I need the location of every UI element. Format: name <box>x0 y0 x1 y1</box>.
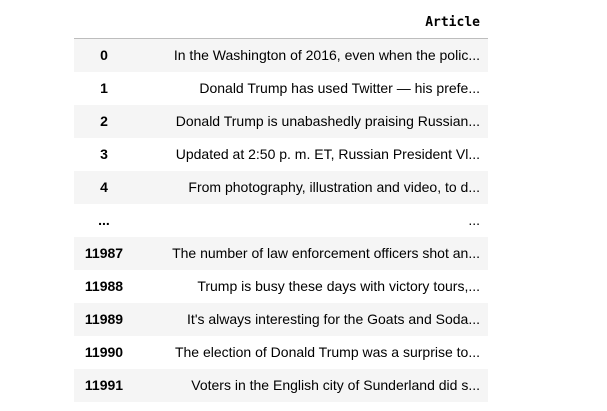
table-row: 11990 The election of Donald Trump was a… <box>74 335 488 369</box>
article-cell: Donald Trump has used Twitter — his pref… <box>199 80 480 96</box>
article-cell: In the Washington of 2016, even when the… <box>173 47 480 64</box>
article-cell: The election of Donald Trump was a surpr… <box>174 344 480 360</box>
row-index: 11990 <box>84 344 124 360</box>
table-row: 11988 Trump is busy these days with vict… <box>74 269 488 303</box>
index-header-corner <box>74 6 134 39</box>
ellipsis-row: ... ... <box>74 203 488 237</box>
article-cell: Updated at 2:50 p. m. ET, Russian Presid… <box>175 146 480 162</box>
article-cell: From photography, illustration and video… <box>188 179 480 195</box>
row-index: 2 <box>100 113 108 129</box>
article-cell: Trump is busy these days with victory to… <box>197 278 480 294</box>
article-cell: Donald Trump is unabashedly praising Rus… <box>175 113 480 129</box>
row-index: 3 <box>100 146 108 162</box>
row-index: 11991 <box>84 377 124 393</box>
table-row: 11991 Voters in the English city of Sund… <box>74 368 488 402</box>
table-row: 2 Donald Trump is unabashedly praising R… <box>74 104 488 138</box>
article-cell: The number of law enforcement officers s… <box>172 245 480 261</box>
row-index: 11989 <box>84 311 124 327</box>
column-header-article: Article <box>134 6 488 39</box>
row-index: 0 <box>100 47 108 64</box>
article-cell: It's always interesting for the Goats an… <box>187 311 480 327</box>
table-row: 11989 It's always interesting for the Go… <box>74 302 488 336</box>
row-index: 11988 <box>84 278 124 294</box>
article-cell: Voters in the English city of Sunderland… <box>191 377 480 393</box>
table-row: 11987 The number of law enforcement offi… <box>74 236 488 270</box>
dataframe-table: Article 0 In the Washington of 2016, eve… <box>74 6 488 402</box>
table-row: 3 Updated at 2:50 p. m. ET, Russian Pres… <box>74 137 488 171</box>
row-index: 11987 <box>84 245 124 261</box>
table-row: 4 From photography, illustration and vid… <box>74 170 488 204</box>
article-cell-ellipsis: ... <box>468 212 480 228</box>
header-row: Article <box>74 6 488 39</box>
row-index: 4 <box>100 179 108 195</box>
table-row: 0 In the Washington of 2016, even when t… <box>74 38 488 72</box>
table-row: 1 Donald Trump has used Twitter — his pr… <box>74 71 488 105</box>
row-index-ellipsis: ... <box>98 212 110 228</box>
row-index: 1 <box>100 80 108 96</box>
